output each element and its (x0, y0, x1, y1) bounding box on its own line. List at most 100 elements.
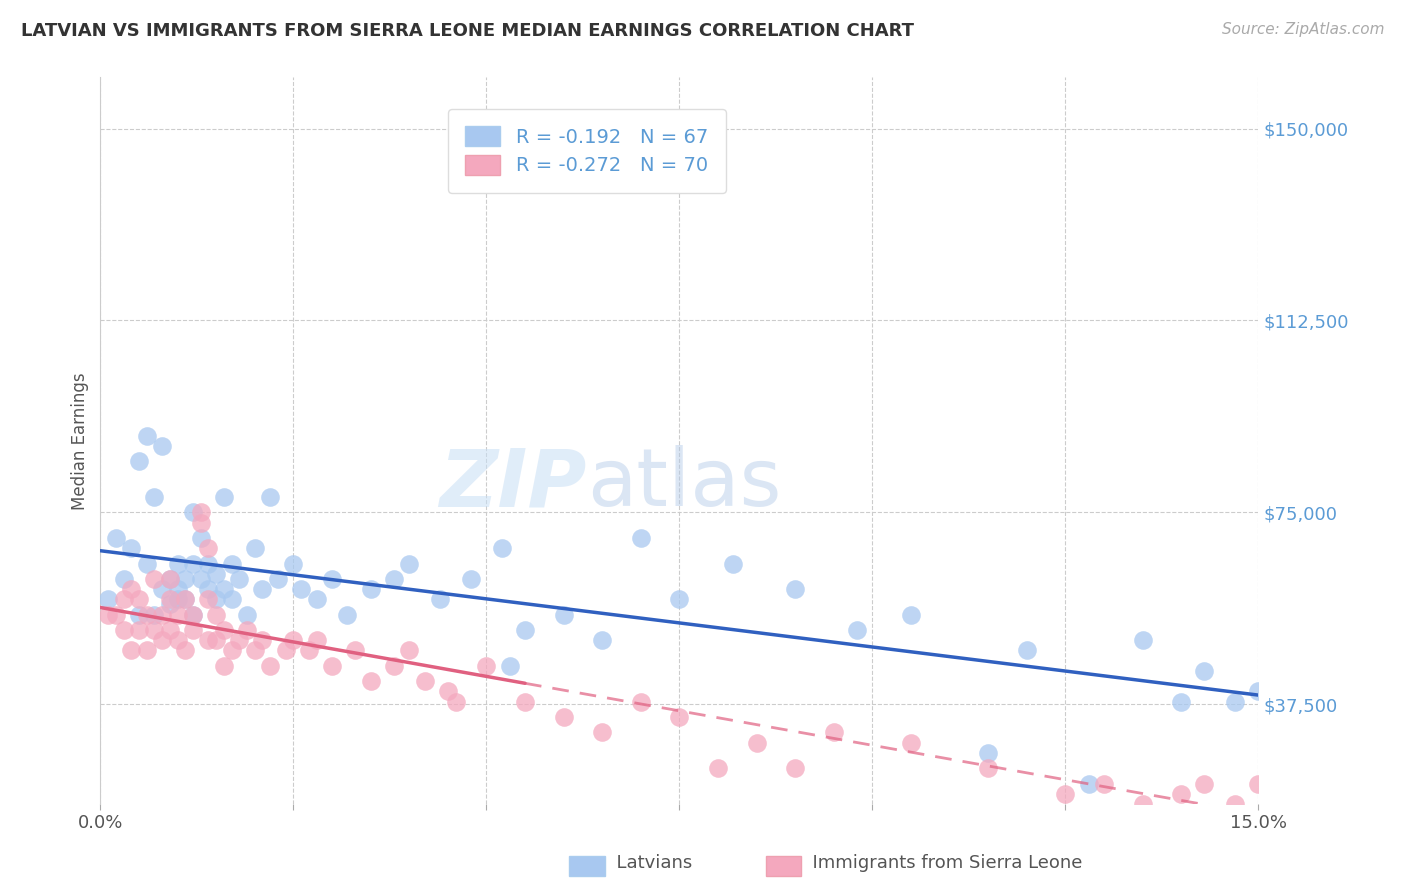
Point (823, 725, 845, 739)
Point (668, 710, 690, 724)
Point (846, 623, 869, 637)
Point (491, 541, 513, 556)
Point (221, 643, 243, 657)
Point (166, 607, 188, 622)
Point (444, 695, 467, 709)
Point (212, 658, 235, 673)
Point (135, 428, 157, 442)
Text: ZIP: ZIP (440, 445, 586, 524)
Point (150, 607, 173, 622)
Point (1132, 797, 1154, 811)
Point (174, 592, 197, 607)
Point (591, 633, 613, 648)
Point (112, 592, 135, 607)
Point (174, 592, 197, 607)
Point (181, 505, 204, 519)
Point (197, 541, 219, 556)
Point (212, 582, 235, 596)
Point (197, 582, 219, 596)
Point (159, 572, 181, 586)
Point (1225, 797, 1247, 811)
Point (360, 674, 382, 689)
Point (900, 735, 922, 749)
Point (97, 607, 120, 622)
Point (166, 592, 188, 607)
Point (707, 761, 730, 775)
Point (120, 582, 142, 596)
Point (1247, 684, 1270, 698)
Point (283, 557, 305, 571)
Point (785, 761, 807, 775)
Point (135, 643, 157, 657)
Point (228, 633, 250, 648)
Point (321, 572, 343, 586)
Point (668, 592, 690, 607)
Point (159, 592, 181, 607)
Point (360, 582, 382, 596)
Point (205, 607, 228, 622)
Y-axis label: Median Earnings: Median Earnings (72, 372, 89, 509)
Point (498, 658, 520, 673)
Text: Immigrants from Sierra Leone: Immigrants from Sierra Leone (801, 855, 1083, 872)
Point (398, 557, 420, 571)
Point (436, 684, 458, 698)
Point (429, 592, 451, 607)
Point (190, 572, 212, 586)
Point (143, 490, 166, 504)
Point (1170, 787, 1192, 801)
Point (298, 643, 321, 657)
Point (205, 566, 228, 581)
Text: Source: ZipAtlas.com: Source: ZipAtlas.com (1222, 22, 1385, 37)
Point (143, 623, 166, 637)
Point (1225, 695, 1247, 709)
Point (274, 643, 297, 657)
Point (1271, 761, 1294, 775)
Point (190, 516, 212, 530)
Point (159, 623, 181, 637)
Point (785, 582, 807, 596)
Point (150, 633, 173, 648)
Point (513, 623, 536, 637)
Point (104, 531, 127, 545)
Point (197, 633, 219, 648)
Point (135, 607, 157, 622)
Point (128, 592, 150, 607)
Text: atlas: atlas (586, 445, 782, 524)
Point (150, 582, 173, 596)
Point (591, 725, 613, 739)
Point (553, 607, 575, 622)
Point (1194, 776, 1216, 790)
Point (252, 582, 274, 596)
Point (135, 557, 157, 571)
Point (398, 643, 420, 657)
Point (977, 761, 1000, 775)
Point (267, 572, 290, 586)
Point (128, 607, 150, 622)
Point (212, 490, 235, 504)
Point (174, 643, 197, 657)
Point (166, 557, 188, 571)
Point (120, 643, 142, 657)
Point (1077, 776, 1099, 790)
Point (305, 633, 328, 648)
Point (553, 710, 575, 724)
Point (723, 557, 745, 571)
Point (221, 557, 243, 571)
Point (900, 607, 922, 622)
Text: Latvians: Latvians (605, 855, 692, 872)
Point (190, 505, 212, 519)
Point (143, 607, 166, 622)
Point (977, 746, 1000, 760)
Point (150, 439, 173, 453)
Point (745, 735, 768, 749)
Point (283, 633, 305, 648)
Point (236, 623, 259, 637)
Point (97, 592, 120, 607)
Point (166, 582, 188, 596)
Point (1092, 776, 1115, 790)
Point (382, 572, 405, 586)
Point (112, 572, 135, 586)
Point (236, 607, 259, 622)
Point (221, 592, 243, 607)
Point (205, 633, 228, 648)
